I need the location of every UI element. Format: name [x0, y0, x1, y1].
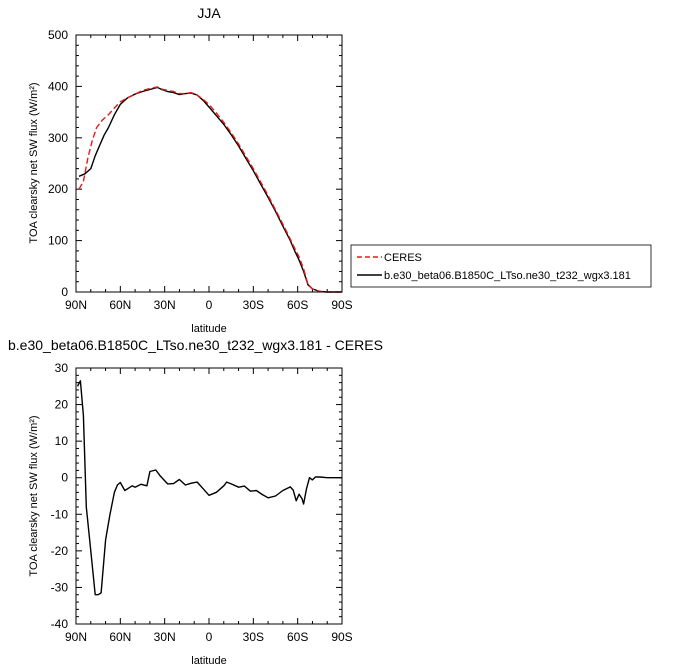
- top-series-line-1: [78, 86, 342, 293]
- bottom-ytick-label: -30: [51, 580, 69, 594]
- top-xtick-label: 30N: [154, 298, 176, 312]
- top-ytick-label: 500: [48, 28, 68, 42]
- top-xtick-label: 30S: [243, 298, 264, 312]
- bottom-xtick-label: 60N: [109, 630, 131, 644]
- bottom-ytick-label: 0: [61, 471, 68, 485]
- bottom-xtick-label: 90N: [65, 630, 87, 644]
- bottom-series-line-0: [76, 380, 342, 596]
- top-ytick-label: 0: [61, 285, 68, 299]
- bottom-ytick-label: -40: [51, 617, 69, 631]
- top-xtick-label: 0: [206, 298, 213, 312]
- legend-box: [350, 244, 652, 288]
- bottom-ytick-label: -10: [51, 507, 69, 521]
- top-ytick-label: 200: [48, 182, 68, 196]
- top-plot-area: 90N 60N 30N 0 30S 60S 90S 0 100 200 300 400 500: [48, 28, 353, 312]
- bottom-xlabel: latitude: [191, 655, 226, 667]
- top-title: JJA: [197, 5, 221, 21]
- legend-label-model: b.e30_beta06.B1850C_LTso.ne30_t232_wgx3.…: [384, 270, 631, 282]
- top-ytick-label: 300: [48, 131, 68, 145]
- top-xtick-label: 90S: [331, 298, 352, 312]
- bottom-xtick-label: 30S: [243, 630, 264, 644]
- bottom-plot-area: 90N 60N 30N 0 30S 60S 90S -40 -30 -20 -10 0 10 20 30: [51, 361, 353, 644]
- bottom-xtick-label: 90S: [331, 630, 352, 644]
- top-xtick-label: 60N: [109, 298, 131, 312]
- legend: CERES b.e30_beta06.B1850C_LTso.ne30_t232…: [350, 244, 652, 288]
- bottom-ylabel: TOA clearsky net SW flux (W/m²): [28, 415, 40, 576]
- top-panel: JJA 90N 60N 30N 0 30S 60S 90S0100200300400500 …: [28, 5, 353, 335]
- top-series-line-0: [78, 86, 342, 293]
- top-xlabel: latitude: [191, 323, 226, 335]
- bottom-ytick-label: 30: [55, 361, 69, 375]
- top-frame: [75, 34, 343, 293]
- top-ytick-label: 100: [48, 234, 68, 248]
- bottom-ytick-label: 20: [55, 398, 69, 412]
- legend-label-ceres: CERES: [384, 252, 422, 264]
- bottom-xtick-label: 0: [206, 630, 213, 644]
- bottom-frame: [75, 367, 343, 625]
- top-ytick-label: 400: [48, 79, 68, 93]
- bottom-panel: b.e30_beta06.B1850C_LTso.ne30_t232_wgx3.…: [8, 337, 383, 667]
- bottom-title: b.e30_beta06.B1850C_LTso.ne30_t232_wgx3.…: [8, 337, 383, 353]
- top-xtick-label: 90N: [65, 298, 87, 312]
- bottom-xtick-label: 60S: [287, 630, 308, 644]
- bottom-xtick-label: 30N: [154, 630, 176, 644]
- top-ylabel: TOA clearsky net SW flux (W/m²): [28, 82, 40, 243]
- bottom-ytick-label: 10: [55, 434, 69, 448]
- bottom-ytick-label: -20: [51, 544, 69, 558]
- top-xtick-label: 60S: [287, 298, 308, 312]
